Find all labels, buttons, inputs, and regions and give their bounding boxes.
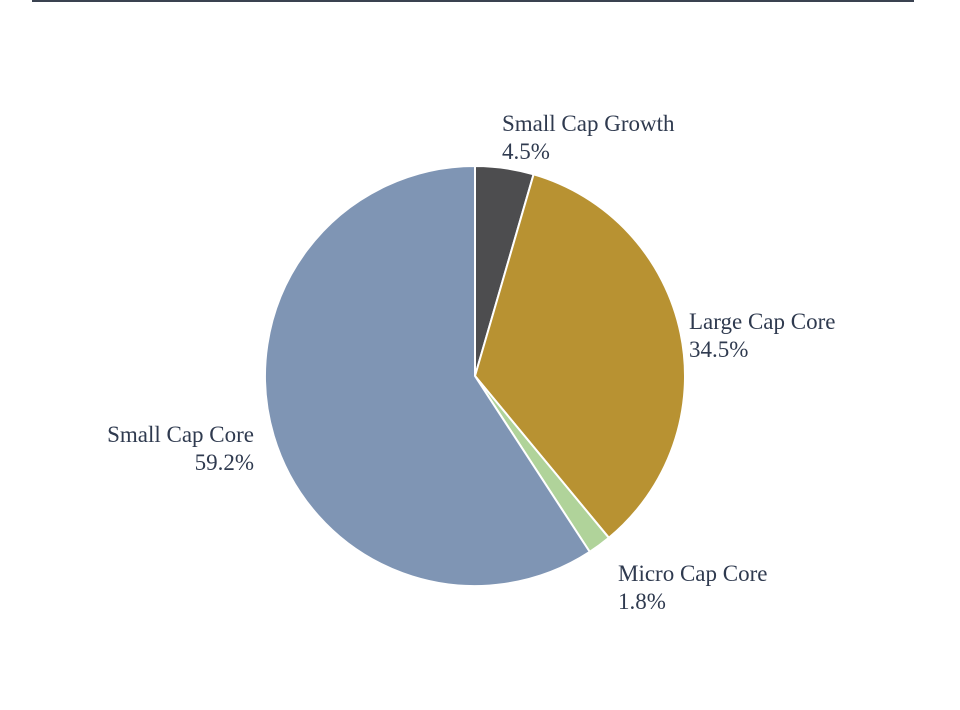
pie-slices: [264, 165, 686, 587]
slice-value-micro-cap-core: 1.8%: [618, 589, 666, 614]
slice-label-large-cap-core: Large Cap Core: [689, 309, 835, 334]
top-rule: [32, 0, 914, 2]
pie-slice-small-cap-core: [264, 165, 591, 587]
slice-value-large-cap-core: 34.5%: [689, 337, 748, 362]
pie-slice-large-cap-core: [474, 173, 686, 539]
slice-label-micro-cap-core: Micro Cap Core: [618, 561, 767, 586]
slice-label-small-cap-core: Small Cap Core: [107, 422, 254, 447]
slice-value-small-cap-core: 59.2%: [195, 450, 254, 475]
slice-value-small-cap-growth: 4.5%: [502, 139, 550, 164]
slice-label-small-cap-growth: Small Cap Growth: [502, 111, 675, 136]
